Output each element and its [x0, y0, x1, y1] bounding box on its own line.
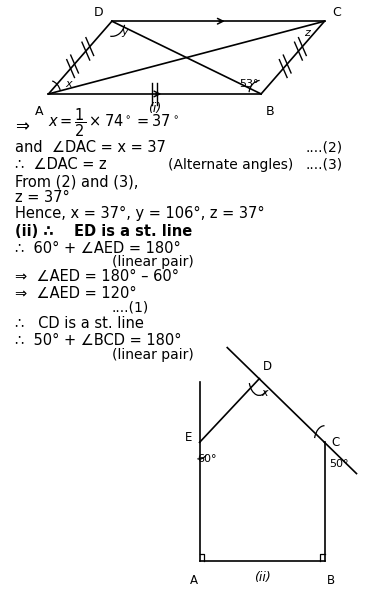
Text: C: C — [331, 436, 339, 449]
Text: $x = \dfrac{1}{2} \times 74^\circ = 37^\circ$: $x = \dfrac{1}{2} \times 74^\circ = 37^\… — [48, 107, 180, 139]
Text: D: D — [263, 360, 272, 373]
Text: ∴  60° + ∠AED = 180°: ∴ 60° + ∠AED = 180° — [15, 241, 181, 256]
Text: Hence, x = 37°, y = 106°, z = 37°: Hence, x = 37°, y = 106°, z = 37° — [15, 206, 264, 221]
Text: ....(3): ....(3) — [306, 158, 343, 172]
Text: 53°: 53° — [239, 79, 259, 88]
Text: (ii) ∴    ED is a st. line: (ii) ∴ ED is a st. line — [15, 224, 192, 239]
Text: (ii): (ii) — [254, 570, 270, 584]
Text: z: z — [304, 28, 310, 38]
Text: 60°: 60° — [198, 454, 217, 464]
Text: A: A — [190, 574, 198, 587]
Text: B: B — [327, 574, 335, 587]
Text: ∴  ∠DAC = z: ∴ ∠DAC = z — [15, 158, 107, 172]
Text: (i): (i) — [148, 102, 162, 115]
Text: x: x — [261, 388, 268, 398]
Text: ∴   CD is a st. line: ∴ CD is a st. line — [15, 316, 144, 331]
Text: ....(1): ....(1) — [112, 301, 149, 315]
Text: ⇒  ∠AED = 120°: ⇒ ∠AED = 120° — [15, 286, 137, 301]
Text: C: C — [333, 7, 341, 19]
Text: (Alternate angles): (Alternate angles) — [168, 158, 293, 172]
Text: y: y — [121, 27, 128, 36]
Text: x: x — [65, 79, 72, 88]
Text: A: A — [35, 105, 43, 118]
Text: ⇒  ∠AED = 180° – 60°: ⇒ ∠AED = 180° – 60° — [15, 269, 179, 284]
Text: and  ∠DAC = x = 37: and ∠DAC = x = 37 — [15, 140, 166, 155]
Text: ∴  50° + ∠BCD = 180°: ∴ 50° + ∠BCD = 180° — [15, 333, 181, 348]
Text: ....(2): ....(2) — [306, 140, 343, 155]
Text: B: B — [266, 105, 275, 118]
Text: 50°: 50° — [329, 459, 348, 468]
Text: From (2) and (3),: From (2) and (3), — [15, 175, 138, 189]
Text: ⇒: ⇒ — [15, 117, 29, 135]
Text: D: D — [94, 7, 104, 19]
Text: (linear pair): (linear pair) — [112, 255, 194, 269]
Text: z = 37°: z = 37° — [15, 190, 70, 205]
Text: (linear pair): (linear pair) — [112, 347, 194, 362]
Text: E: E — [185, 431, 192, 444]
